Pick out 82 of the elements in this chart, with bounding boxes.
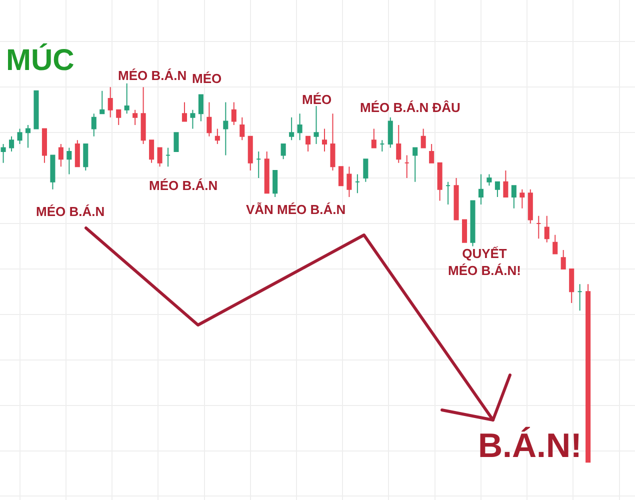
- annotation: QUYẾT MÉO B.Á.N!: [448, 246, 521, 278]
- candlestick: [166, 147, 171, 168]
- candlestick: [577, 284, 582, 312]
- candlestick: [322, 128, 328, 152]
- candlestick: [404, 154, 410, 179]
- candlestick: [371, 128, 376, 148]
- annotation: MÉO: [192, 71, 222, 86]
- candlestick: [306, 136, 311, 152]
- candlestick: [586, 284, 591, 463]
- annotation: MÉO B.Á.N ĐÂU: [360, 100, 460, 115]
- candlestick: [503, 170, 508, 198]
- candlestick: [248, 136, 253, 171]
- candlestick: [446, 181, 451, 206]
- candlestick: [511, 185, 516, 209]
- candlestick: [544, 215, 550, 243]
- candlestick: [314, 106, 319, 144]
- candlestick: [74, 140, 80, 168]
- candlestick: [470, 200, 476, 247]
- candlestick: [289, 116, 294, 141]
- candlestick: [412, 147, 418, 182]
- candlestick: [132, 109, 138, 126]
- candlestick: [280, 143, 286, 160]
- candlestick: [363, 158, 368, 182]
- candlestick: [240, 116, 245, 141]
- candlestick: [140, 86, 146, 144]
- candlestick: [174, 132, 179, 152]
- candlestick: [116, 109, 122, 126]
- candlestick: [182, 102, 188, 122]
- candlestick: [264, 151, 270, 194]
- candlestick: [190, 109, 196, 130]
- candlestick: [198, 94, 204, 122]
- candlestick: [157, 147, 162, 168]
- text: MÚC: [6, 43, 74, 77]
- candlestick: [354, 174, 360, 194]
- candlestick: [478, 174, 484, 206]
- candlestick: [214, 128, 220, 144]
- candlestick: [50, 154, 56, 190]
- candlestick: [272, 170, 278, 198]
- candlestick: [124, 82, 130, 114]
- candlestick: [83, 143, 88, 171]
- candlestick: [536, 215, 542, 240]
- candlestick: [108, 86, 113, 118]
- annotation: MÉO B.Á.N: [36, 204, 105, 219]
- candlestick: [520, 188, 525, 209]
- candlestick: [396, 124, 402, 164]
- candlestick: [231, 102, 236, 126]
- candlestick: [66, 147, 72, 175]
- candlestick: [330, 113, 336, 171]
- candlestick: [569, 268, 574, 304]
- candlestick: [380, 140, 385, 152]
- annotation: VẪN MÉO B.Á.N: [246, 202, 346, 217]
- candlestick: [552, 234, 558, 254]
- candlestick: [346, 166, 352, 198]
- candlestick: [454, 178, 459, 220]
- candlestick: [338, 166, 344, 186]
- candlestick: [34, 90, 39, 130]
- candlestick: [256, 151, 262, 179]
- annotation: MÉO B.Á.N: [149, 178, 218, 193]
- candlestick: [42, 128, 47, 164]
- candlestick: [429, 143, 434, 164]
- candlestick: [420, 128, 426, 148]
- candlestick: [100, 90, 105, 114]
- candlestick: [91, 113, 96, 137]
- candlestick: [494, 181, 500, 198]
- candlestick: [58, 143, 64, 168]
- annotation: MÉO: [302, 92, 332, 107]
- candlestick: [206, 102, 212, 137]
- candlestick: [149, 140, 154, 164]
- candlestick: [437, 162, 442, 202]
- text: MÉO B.Á.N: [118, 68, 187, 83]
- candlestick: [17, 128, 22, 144]
- candlestick: [0, 143, 6, 164]
- candlestick: [528, 188, 533, 224]
- annotation: B.Á.N!: [478, 426, 582, 465]
- candlestick: [25, 124, 31, 148]
- candlestick: [560, 250, 566, 270]
- candlestick: [462, 219, 468, 243]
- candlestick: [223, 102, 228, 156]
- candlestick: [9, 136, 14, 152]
- candlestick: [486, 174, 492, 186]
- candlestick: [388, 116, 393, 148]
- candlestick: [297, 113, 302, 141]
